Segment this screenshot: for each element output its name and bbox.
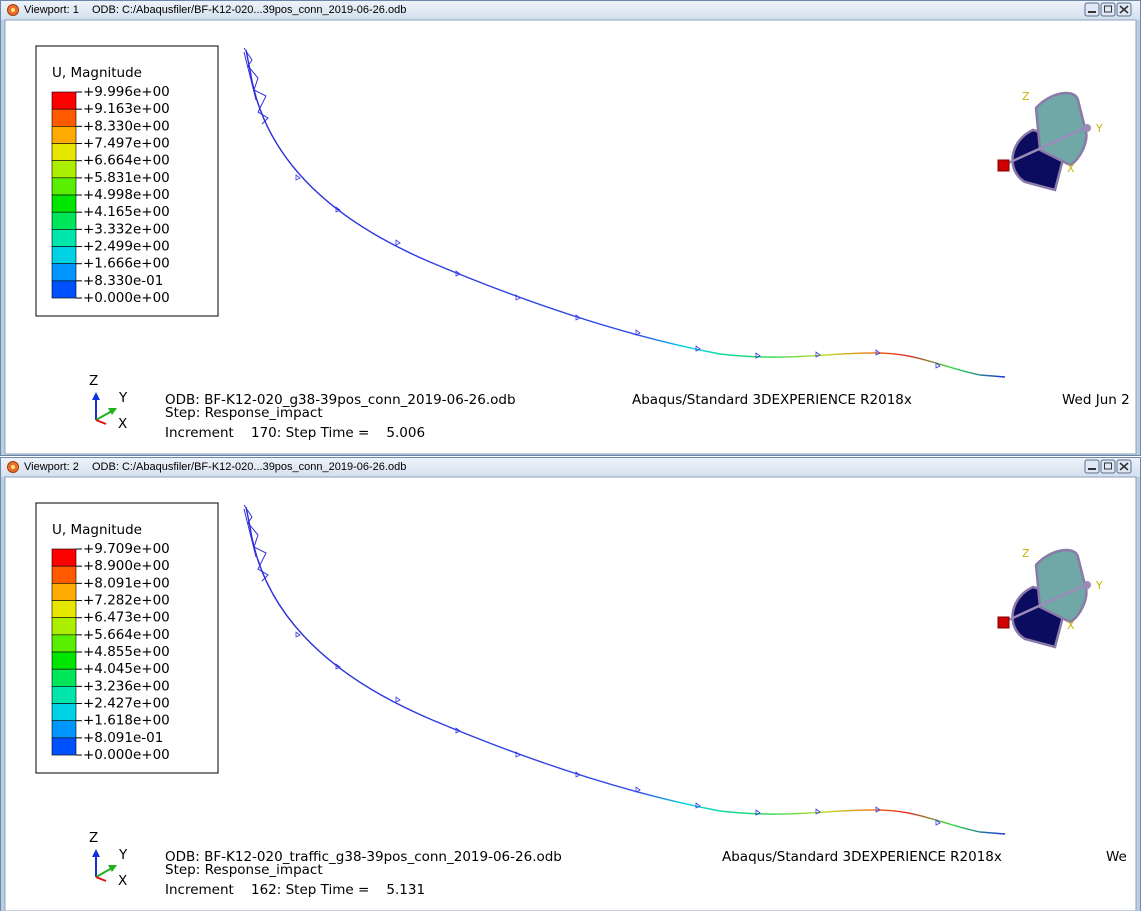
viewport-title: Viewport: 2 xyxy=(24,461,79,473)
view-glyph-knob xyxy=(1083,581,1091,589)
legend-band xyxy=(52,686,76,703)
increment-info: Increment 162: Step Time = 5.131 xyxy=(165,882,425,898)
legend-band xyxy=(52,566,76,583)
button-face xyxy=(1101,460,1115,473)
legend-label: +8.091e-01 xyxy=(83,730,163,746)
view-glyph-knob xyxy=(1083,124,1091,132)
legend-band xyxy=(52,652,76,669)
legend-band xyxy=(52,618,76,635)
date-info: We xyxy=(1106,849,1127,865)
legend-band xyxy=(52,669,76,686)
view-triad-label: Z xyxy=(1022,547,1030,560)
minimize-button[interactable] xyxy=(1085,460,1099,473)
legend-label: +4.165e+00 xyxy=(83,204,170,220)
button-face xyxy=(1085,3,1099,16)
step-info: Step: Response_impact xyxy=(165,405,323,421)
triad-label: Z xyxy=(89,373,98,389)
legend-label: +8.091e+00 xyxy=(83,575,170,591)
legend-band xyxy=(52,212,76,229)
viewport-icon-dot xyxy=(11,8,15,12)
view-glyph-origin xyxy=(998,160,1009,171)
triad-label: X xyxy=(118,416,127,432)
legend-label: +1.666e+00 xyxy=(83,256,170,272)
legend-label: +9.163e+00 xyxy=(83,101,170,117)
triad-label: Z xyxy=(89,830,98,846)
legend-band xyxy=(52,281,76,298)
legend-band xyxy=(52,601,76,618)
minimize-button[interactable] xyxy=(1085,3,1099,16)
odb-path: ODB: C:/Abaqusfiler/BF-K12-020...39pos_c… xyxy=(92,4,406,16)
view-glyph-origin xyxy=(998,617,1009,628)
increment-info: Increment 170: Step Time = 5.006 xyxy=(165,425,425,441)
close-button[interactable] xyxy=(1117,3,1131,16)
legend-label: +6.473e+00 xyxy=(83,610,170,626)
legend-label: +8.330e-01 xyxy=(83,273,163,289)
date-info: Wed Jun 2 xyxy=(1062,392,1130,408)
legend-label: +5.831e+00 xyxy=(83,170,170,186)
legend-label: +0.000e+00 xyxy=(83,747,170,763)
maximize-button[interactable] xyxy=(1101,460,1115,473)
legend-band xyxy=(52,109,76,126)
screen: Viewport: 1 ODB: C:/Abaqusfiler/BF-K12-02… xyxy=(0,0,1141,911)
button-face xyxy=(1085,460,1099,473)
button-face xyxy=(1101,3,1115,16)
step-info: Step: Response_impact xyxy=(165,862,323,878)
view-triad-label: Y xyxy=(1095,122,1103,135)
viewport: Viewport: 1 ODB: C:/Abaqusfiler/BF-K12-02… xyxy=(1,1,1141,456)
legend-label: +4.045e+00 xyxy=(83,661,170,677)
legend-label: +8.330e+00 xyxy=(83,118,170,134)
triad-label: Y xyxy=(118,390,128,406)
view-triad-label: Y xyxy=(1095,579,1103,592)
legend-band xyxy=(52,549,76,566)
legend-band xyxy=(52,247,76,264)
legend-label: +9.996e+00 xyxy=(83,84,170,100)
viewport: Viewport: 2 ODB: C:/Abaqusfiler/BF-K12-02… xyxy=(1,458,1141,911)
legend-band xyxy=(52,144,76,161)
legend-band xyxy=(52,635,76,652)
solver-info: Abaqus/Standard 3DEXPERIENCE R2018x xyxy=(632,392,912,408)
legend-title: U, Magnitude xyxy=(52,522,142,538)
legend-label: +0.000e+00 xyxy=(83,290,170,306)
legend-band xyxy=(52,264,76,281)
legend-label: +8.900e+00 xyxy=(83,558,170,574)
legend-band xyxy=(52,178,76,195)
legend-band xyxy=(52,161,76,178)
odb-path: ODB: C:/Abaqusfiler/BF-K12-020...39pos_c… xyxy=(92,461,406,473)
legend-band xyxy=(52,92,76,109)
view-triad-label: Z xyxy=(1022,90,1030,103)
legend-band xyxy=(52,721,76,738)
legend-band xyxy=(52,126,76,143)
legend-label: +7.497e+00 xyxy=(83,136,170,152)
view-triad-label: X xyxy=(1067,619,1075,632)
solver-info: Abaqus/Standard 3DEXPERIENCE R2018x xyxy=(722,849,1002,865)
legend-label: +4.855e+00 xyxy=(83,644,170,660)
triad-label: X xyxy=(118,873,127,889)
legend-label: +4.998e+00 xyxy=(83,187,170,203)
legend-band xyxy=(52,195,76,212)
close-button[interactable] xyxy=(1117,460,1131,473)
legend-label: +2.499e+00 xyxy=(83,239,170,255)
legend-label: +3.332e+00 xyxy=(83,221,170,237)
legend-band xyxy=(52,704,76,721)
view-triad-label: X xyxy=(1067,162,1075,175)
viewport-icon-dot xyxy=(11,465,15,469)
legend-label: +7.282e+00 xyxy=(83,593,170,609)
legend-band xyxy=(52,738,76,755)
legend-label: +6.664e+00 xyxy=(83,153,170,169)
legend-label: +9.709e+00 xyxy=(83,541,170,557)
viewport-title: Viewport: 1 xyxy=(24,4,79,16)
legend-title: U, Magnitude xyxy=(52,65,142,81)
legend-band xyxy=(52,583,76,600)
legend-label: +3.236e+00 xyxy=(83,678,170,694)
triad-label: Y xyxy=(118,847,128,863)
legend-label: +5.664e+00 xyxy=(83,627,170,643)
legend-label: +1.618e+00 xyxy=(83,713,170,729)
maximize-button[interactable] xyxy=(1101,3,1115,16)
legend-band xyxy=(52,229,76,246)
legend-label: +2.427e+00 xyxy=(83,696,170,712)
